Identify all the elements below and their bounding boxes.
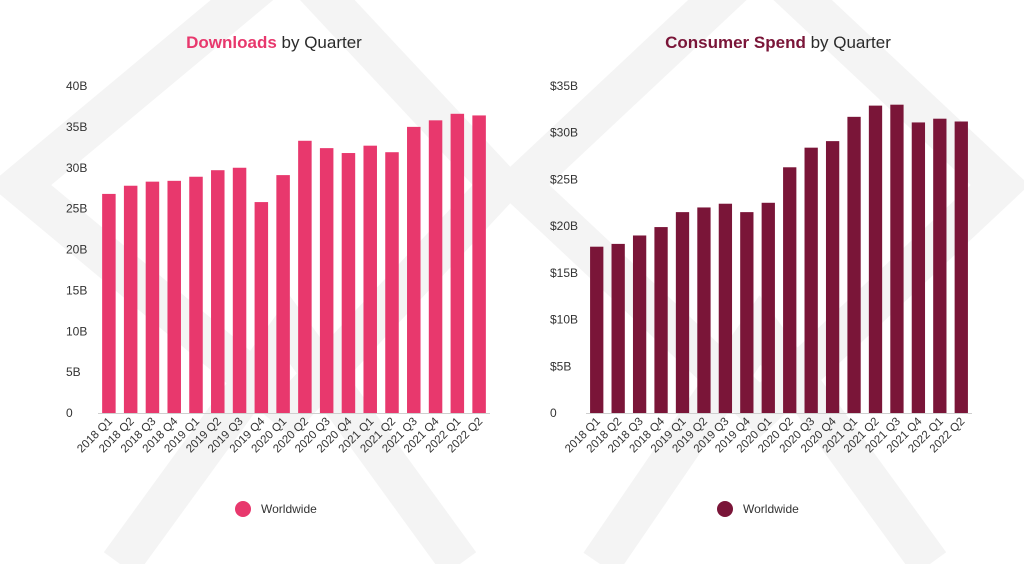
bar [890,104,904,413]
chart-title-highlight: Consumer Spend [665,33,806,52]
bar [954,121,968,413]
y-tick-label: $20B [550,219,578,233]
bar [718,203,733,413]
y-tick-label: $15B [550,266,578,280]
y-tick-label: 30B [66,161,87,175]
y-tick-label: $5B [550,359,571,373]
bar [697,207,711,413]
chart-title-rest: by Quarter [276,33,362,52]
bar [740,212,754,413]
legend-label: Worldwide [743,502,799,516]
y-tick-label: 15B [66,283,87,297]
y-tick-label: 20B [66,243,87,257]
bar [804,147,818,414]
bar [102,193,116,413]
bar [385,152,399,413]
bar [761,202,775,413]
y-tick-label: $30B [550,126,578,140]
bar [189,176,203,413]
legend-marker [235,501,251,517]
bar [428,120,443,414]
bar [847,116,861,414]
bar [407,126,421,413]
bar [319,148,334,413]
y-tick-label: $35B [550,79,578,93]
y-tick-label: $25B [550,172,578,186]
y-tick-label: 25B [66,202,87,216]
legend-marker [717,501,733,517]
bar [654,227,668,413]
bar [825,141,840,413]
bar [254,202,269,413]
bar [298,140,312,413]
chart-title: Downloads by Quarter [18,33,530,53]
bar [472,115,486,414]
bar [933,118,947,413]
bar [590,246,604,413]
legend-label: Worldwide [261,502,317,516]
bar [783,167,797,413]
chart-title-rest: by Quarter [805,33,891,52]
bar [632,235,647,413]
bar [167,180,181,413]
bar [911,122,926,414]
bar [611,243,625,413]
bar [145,181,160,413]
y-tick-label: 10B [66,324,87,338]
chart-title: Consumer Spend by Quarter [522,33,1024,53]
bar [232,167,247,413]
y-tick-label: 0 [66,406,73,420]
chart-title-highlight: Downloads [186,33,277,52]
downloads-chart: Downloads by Quarter 0 5B 10B 15B 20B 25B 30B 3… [66,33,490,517]
y-tick-label: 5B [66,365,81,379]
y-tick-label: 35B [66,120,87,134]
bar [211,170,225,413]
y-tick-label: $10B [550,313,578,327]
bar [276,175,290,413]
bar [868,105,883,414]
bar [675,212,690,413]
bar [450,113,465,414]
consumer-spend-chart: Consumer Spend by Quarter 0 $5B $10B $15B $2… [512,0,1024,564]
y-tick-label: 40B [66,79,87,93]
bar [341,153,356,413]
bar [123,185,138,413]
bar [363,145,377,414]
y-tick-label: 0 [550,406,557,420]
